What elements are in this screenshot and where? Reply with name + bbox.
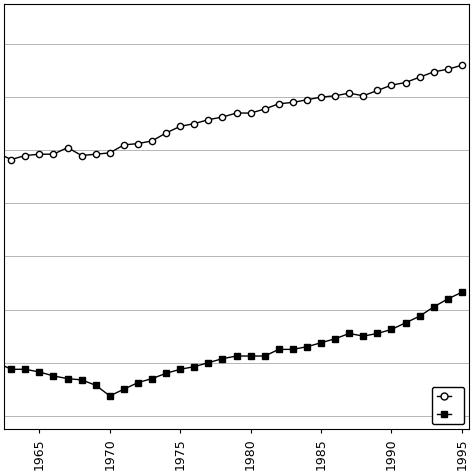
- Legend: , : ,: [432, 387, 464, 424]
